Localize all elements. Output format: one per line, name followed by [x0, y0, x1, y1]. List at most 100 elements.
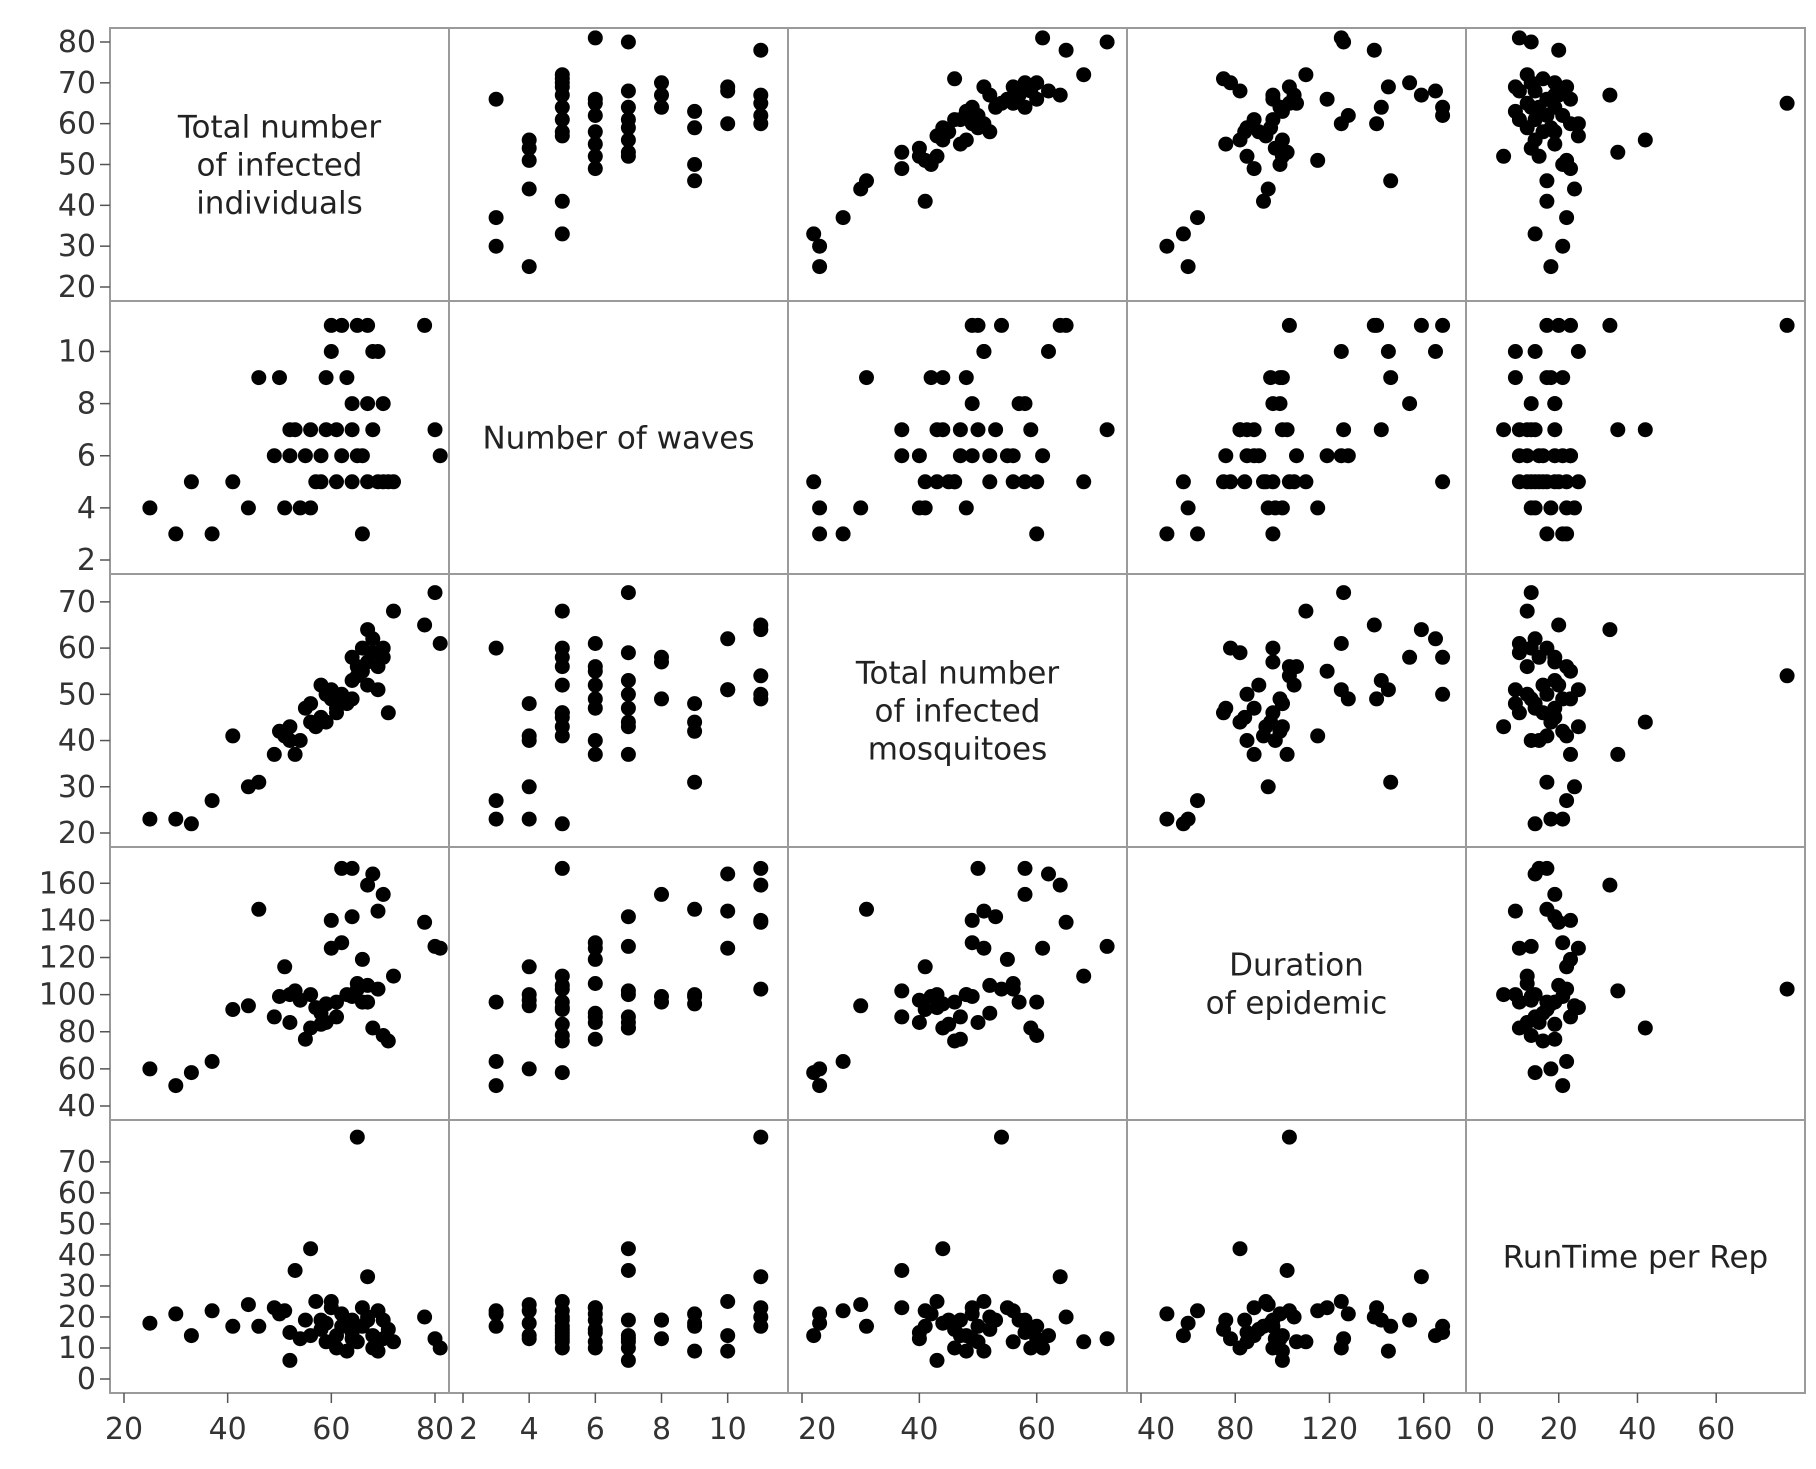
point-mosq-vs-infected-21 [318, 714, 334, 730]
point-runtime-vs-mosq-47 [1058, 1309, 1074, 1325]
point-duration-vs-mosq-22 [964, 912, 980, 928]
point-infected-vs-runtime-5 [1567, 181, 1582, 197]
point-waves-vs-infected-9 [277, 500, 293, 516]
point-infected-vs-waves-42 [720, 79, 736, 95]
point-waves-vs-mosq-49 [1035, 448, 1051, 464]
point-waves-vs-runtime-42 [1507, 344, 1523, 359]
point-waves-vs-runtime-15 [1637, 422, 1653, 438]
point-waves-vs-mosq-1 [812, 526, 828, 542]
point-mosq-vs-duration-11 [1239, 733, 1255, 748]
point-mosq-vs-infected-39 [365, 631, 381, 647]
point-waves-vs-mosq-48 [1099, 422, 1115, 438]
point-infected-vs-runtime-25 [1527, 112, 1543, 128]
point-waves-vs-duration-47 [1366, 317, 1382, 333]
point-infected-vs-duration-25 [1246, 112, 1262, 128]
point-infected-vs-waves-0 [521, 259, 537, 275]
point-duration-vs-mosq-6 [859, 901, 874, 917]
point-infected-vs-runtime-47 [1551, 42, 1567, 58]
point-infected-vs-duration-41 [1281, 79, 1297, 95]
point-waves-vs-mosq-25 [952, 422, 968, 438]
cell-frame-r0-c1 [448, 27, 789, 302]
point-duration-vs-runtime-46 [1519, 968, 1535, 984]
point-runtime-vs-mosq-17 [929, 1294, 945, 1309]
point-mosq-vs-duration-42 [1380, 682, 1396, 698]
point-waves-vs-duration-3 [1190, 526, 1205, 542]
point-duration-vs-mosq-35 [999, 951, 1015, 967]
point-waves-vs-duration-42 [1380, 344, 1396, 359]
point-duration-vs-mosq-21 [935, 996, 951, 1012]
point-runtime-vs-infected-1 [168, 1306, 184, 1322]
point-duration-vs-infected-45 [380, 1033, 396, 1049]
point-waves-vs-infected-21 [318, 370, 334, 386]
x-tick-label-runtime-40: 40 [1618, 1412, 1656, 1447]
y-tick-label-waves-10: 10 [58, 334, 96, 369]
y-tick-label-duration-120: 120 [39, 941, 96, 976]
point-waves-vs-mosq-17 [929, 474, 945, 490]
point-duration-vs-infected-9 [277, 959, 293, 975]
point-mosq-vs-duration-7 [1246, 746, 1262, 762]
point-infected-vs-duration-3 [1190, 210, 1205, 226]
point-mosq-vs-runtime-26 [1539, 686, 1555, 702]
point-infected-vs-waves-38 [654, 87, 669, 103]
point-mosq-vs-duration-36 [1286, 677, 1302, 693]
point-runtime-vs-waves-39 [720, 1328, 736, 1344]
point-infected-vs-mosq-45 [947, 71, 963, 87]
point-mosq-vs-duration-2 [1175, 816, 1191, 832]
point-infected-vs-waves-5 [521, 181, 537, 197]
y-tick-label-duration-140: 140 [39, 903, 96, 938]
point-waves-vs-duration-30 [1435, 474, 1451, 490]
point-waves-vs-infected-19 [313, 448, 329, 464]
point-mosq-vs-runtime-6 [1539, 774, 1555, 790]
y-tick-label-waves-4: 4 [77, 491, 96, 526]
point-mosq-vs-infected-4 [225, 728, 241, 744]
point-mosq-vs-runtime-33 [1519, 659, 1535, 675]
point-waves-vs-mosq-31 [964, 396, 980, 412]
x-tick-label-waves-8: 8 [652, 1412, 671, 1447]
point-duration-vs-runtime-2 [1527, 1065, 1543, 1081]
point-runtime-vs-mosq-24 [947, 1340, 963, 1356]
point-waves-vs-runtime-8 [1555, 370, 1571, 386]
point-mosq-vs-waves-15 [620, 714, 636, 730]
point-infected-vs-waves-31 [654, 99, 669, 115]
point-infected-vs-mosq-44 [1029, 75, 1045, 91]
point-waves-vs-duration-16 [1274, 500, 1290, 516]
point-runtime-vs-duration-0 [1180, 1315, 1196, 1331]
point-runtime-vs-infected-14 [297, 1312, 313, 1328]
point-waves-vs-duration-29 [1373, 422, 1389, 438]
point-waves-vs-duration-25 [1246, 422, 1262, 438]
point-waves-vs-runtime-37 [1602, 317, 1618, 333]
point-infected-vs-duration-37 [1413, 87, 1429, 103]
point-infected-vs-waves-30 [554, 99, 570, 115]
cell-frame-r4-c0 [109, 1119, 450, 1394]
point-mosq-vs-runtime-43 [1547, 649, 1563, 665]
point-duration-vs-runtime-40 [1511, 1020, 1527, 1036]
point-duration-vs-runtime-47 [1551, 914, 1567, 930]
point-infected-vs-mosq-48 [1099, 34, 1115, 50]
point-mosq-vs-infected-48 [427, 585, 443, 601]
point-runtime-vs-duration-31 [1272, 1331, 1288, 1347]
point-infected-vs-waves-34 [488, 91, 504, 107]
x-tick-label-runtime-20: 20 [1540, 1412, 1578, 1447]
point-mosq-vs-waves-45 [554, 705, 570, 721]
point-infected-vs-mosq-39 [1041, 83, 1056, 99]
point-waves-vs-runtime-21 [1543, 370, 1559, 386]
y-tick-label-duration-60: 60 [58, 1052, 96, 1087]
point-waves-vs-duration-2 [1175, 474, 1191, 490]
point-duration-vs-mosq-24 [947, 994, 963, 1010]
y-tick-label-waves-2: 2 [77, 543, 96, 578]
point-duration-vs-waves-14 [587, 1031, 603, 1047]
point-mosq-vs-duration-30 [1435, 649, 1451, 665]
point-runtime-vs-mosq-30 [1017, 1325, 1033, 1340]
point-duration-vs-mosq-20 [970, 1015, 986, 1030]
y-tick-label-runtime-10: 10 [58, 1331, 96, 1366]
point-infected-vs-duration-19 [1251, 124, 1267, 140]
point-infected-vs-runtime-21 [1543, 120, 1559, 136]
point-duration-vs-mosq-2 [806, 1065, 822, 1081]
point-mosq-vs-duration-37 [1413, 622, 1429, 638]
point-mosq-vs-duration-26 [1435, 686, 1451, 702]
point-duration-vs-mosq-1 [812, 1078, 828, 1094]
point-runtime-vs-duration-2 [1175, 1328, 1191, 1344]
point-mosq-vs-duration-34 [1265, 640, 1281, 656]
y-tick-label-infected-70: 70 [58, 66, 96, 101]
point-waves-vs-duration-49 [1333, 448, 1349, 464]
